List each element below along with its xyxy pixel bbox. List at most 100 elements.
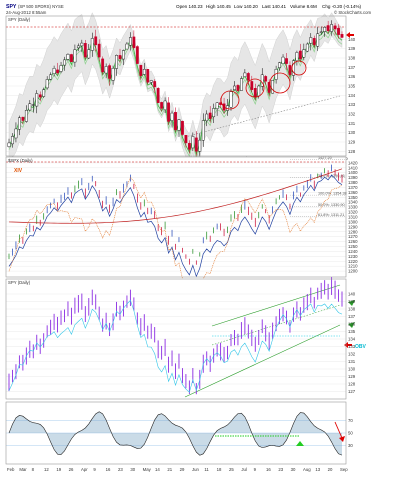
candle-body bbox=[125, 43, 129, 50]
obv-line bbox=[8, 299, 343, 393]
candle-body bbox=[187, 142, 191, 150]
obv-y-tick: 139 bbox=[348, 299, 356, 304]
chart-title: SPY bbox=[6, 4, 17, 10]
obv-y-tick: 130 bbox=[348, 367, 356, 372]
oscillator-x-tick: 11 bbox=[204, 467, 209, 472]
candle-body bbox=[285, 58, 288, 64]
candle-body bbox=[170, 112, 174, 121]
candle-body bbox=[309, 37, 313, 44]
oscillator-x-tick: Aug bbox=[303, 467, 311, 472]
candle-body bbox=[181, 120, 184, 135]
candle-body bbox=[229, 91, 233, 108]
spx-lines bbox=[8, 164, 343, 303]
candle-body bbox=[281, 56, 285, 64]
spx-y-tick: 1340 bbox=[348, 200, 358, 205]
oscillator-lines bbox=[8, 411, 343, 456]
candle-body bbox=[142, 68, 146, 75]
low-value: Low 140.20 bbox=[234, 4, 258, 9]
candle-body bbox=[184, 135, 188, 144]
spx-y-tick: 1300 bbox=[348, 219, 358, 224]
price-y-tick: 137 bbox=[348, 65, 356, 70]
price-y-tick: 134 bbox=[348, 93, 356, 98]
price-y-tick: 128 bbox=[348, 149, 356, 154]
oscillator-x-tick: Jul bbox=[241, 467, 247, 472]
swing-low-circle-3 bbox=[269, 72, 291, 94]
price-y-tick: 132 bbox=[348, 112, 356, 117]
candle-body bbox=[267, 82, 271, 93]
candle-body bbox=[76, 45, 80, 49]
candle-body bbox=[257, 85, 261, 97]
candle-body bbox=[302, 49, 306, 58]
price-y-tick: 130 bbox=[348, 130, 356, 135]
candle-body bbox=[156, 88, 160, 103]
candle-body bbox=[205, 113, 209, 122]
candle-body bbox=[21, 116, 25, 121]
oscillator-y-tick: 70 bbox=[348, 418, 353, 423]
candle-body bbox=[340, 34, 344, 38]
candle-body bbox=[298, 50, 302, 60]
oscillator-x-tick: 16 bbox=[106, 467, 111, 472]
spx-panel-label: $SPX (Daily) bbox=[8, 158, 33, 163]
price-y-tick: 133 bbox=[348, 102, 356, 107]
spx-y-tick: 1210 bbox=[348, 264, 358, 269]
oscillator-x-tick: May bbox=[143, 467, 152, 472]
oscillator-x-tick: 9 bbox=[254, 467, 257, 472]
oscillator-x-tick: 16 bbox=[266, 467, 271, 472]
spx-y-tick: 1200 bbox=[348, 269, 358, 274]
watermark: © StockCharts.com bbox=[334, 10, 371, 15]
candle-body bbox=[111, 68, 115, 81]
fib-label: 100.0%: 1354.38 bbox=[318, 192, 347, 196]
spx-y-tick: 1230 bbox=[348, 254, 358, 259]
oscillator-x-tick: 26 bbox=[69, 467, 74, 472]
candle-body bbox=[194, 137, 198, 152]
oscillator-x-tick: 21 bbox=[167, 467, 172, 472]
candle-body bbox=[305, 43, 309, 52]
obv-y-tick: 132 bbox=[348, 352, 356, 357]
candle-body bbox=[246, 73, 250, 81]
candle-body bbox=[337, 27, 340, 35]
candle-body bbox=[288, 65, 292, 75]
chart-subtitle: (SP 500 SPDRS) NYSE bbox=[18, 4, 64, 9]
down-arrow-shaft bbox=[334, 421, 343, 439]
candle-body bbox=[63, 59, 66, 66]
candle-body bbox=[326, 25, 330, 32]
price-y-tick: 136 bbox=[348, 74, 356, 79]
obv-y-tick: 133 bbox=[348, 344, 356, 349]
spx-y-tick: 1280 bbox=[348, 229, 358, 234]
oscillator-y-tick: 50 bbox=[348, 431, 353, 436]
price-y-tick: 131 bbox=[348, 121, 356, 126]
green-arrow-icon-2 bbox=[348, 322, 355, 328]
candle-body bbox=[177, 119, 181, 131]
price-candles bbox=[7, 20, 344, 157]
green-arrow-icon-1 bbox=[348, 300, 355, 306]
oscillator-x-tick: 20 bbox=[328, 467, 333, 472]
oscillator-panel: 70 50 30 bbox=[5, 401, 353, 465]
oscillator-x-tick: 8 bbox=[32, 467, 35, 472]
spx-y-tick: 1260 bbox=[348, 239, 358, 244]
candle-body bbox=[316, 33, 320, 47]
candle-body bbox=[330, 24, 333, 32]
candle-body bbox=[174, 112, 177, 131]
oscillator-x-tick: 9 bbox=[93, 467, 96, 472]
obv-y-axis: 140 139 138 137 136 135 134 133 132 131 130 129 128 1… bbox=[348, 292, 356, 395]
candle-body bbox=[35, 93, 39, 107]
candle-body bbox=[208, 112, 212, 119]
candle-body bbox=[139, 64, 143, 76]
candle-body bbox=[201, 120, 205, 141]
price-y-tick: 135 bbox=[348, 84, 356, 89]
oscillator-x-tick: Sep bbox=[340, 467, 348, 472]
candle-body bbox=[243, 72, 247, 78]
obv-lines bbox=[8, 277, 343, 395]
obv-grid bbox=[6, 293, 346, 392]
fib-label: 61.8%: 1311.21 bbox=[318, 213, 344, 217]
candle-body bbox=[198, 139, 202, 152]
candle-body bbox=[115, 55, 118, 69]
candle-body bbox=[233, 85, 236, 90]
oscillator-x-tick: 12 bbox=[44, 467, 49, 472]
candle-body bbox=[240, 78, 243, 91]
candle-body bbox=[153, 81, 157, 88]
candle-body bbox=[250, 81, 254, 90]
candle-body bbox=[31, 104, 35, 106]
open-value: Open 140.23 bbox=[176, 4, 203, 9]
price-y-tick: 129 bbox=[348, 140, 356, 145]
